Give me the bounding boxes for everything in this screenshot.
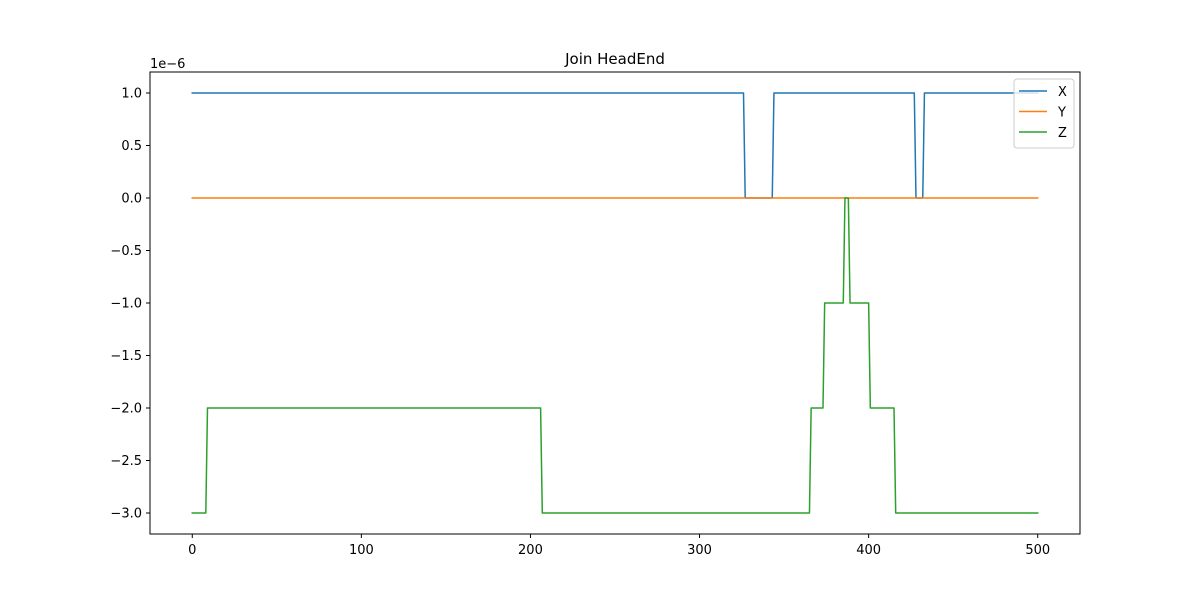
- y-tick-label: −0.5: [110, 244, 142, 259]
- legend-label: Y: [1057, 106, 1066, 121]
- y-tick-label: −2.0: [110, 402, 142, 417]
- y-tick-label: −1.0: [110, 297, 142, 312]
- series-lines: [191, 92, 1039, 514]
- y-tick-label: 0.0: [121, 192, 142, 207]
- y-scale-label: 1e−6: [150, 57, 185, 72]
- x-tick-label: 400: [856, 543, 881, 558]
- x-tick-label: 300: [687, 543, 712, 558]
- legend-label: Z: [1058, 126, 1067, 141]
- y-tick-label: 0.5: [121, 139, 142, 154]
- series-line-z: [191, 197, 1039, 514]
- chart-title: Join HeadEnd: [564, 50, 665, 68]
- x-tick-label: 200: [518, 543, 543, 558]
- y-tick-label: −3.0: [110, 507, 142, 522]
- plot-frame: [149, 71, 1081, 535]
- x-tick-label: 500: [1025, 543, 1050, 558]
- y-tick-label: −2.5: [110, 454, 142, 469]
- x-tick-label: 0: [188, 543, 196, 558]
- series-line-x: [191, 92, 1039, 199]
- legend-box: [1013, 78, 1075, 149]
- legend: XYZ: [1013, 78, 1075, 149]
- x-tick-label: 100: [349, 543, 374, 558]
- legend-label: X: [1058, 85, 1067, 100]
- axis-ticks: 0 100 200 300 400 500 1.0 0.5 0.0 −0.5 −1.0 −1.5 −2.…: [110, 87, 1050, 559]
- y-tick-label: −1.5: [110, 349, 142, 364]
- y-tick-label: 1.0: [121, 87, 142, 102]
